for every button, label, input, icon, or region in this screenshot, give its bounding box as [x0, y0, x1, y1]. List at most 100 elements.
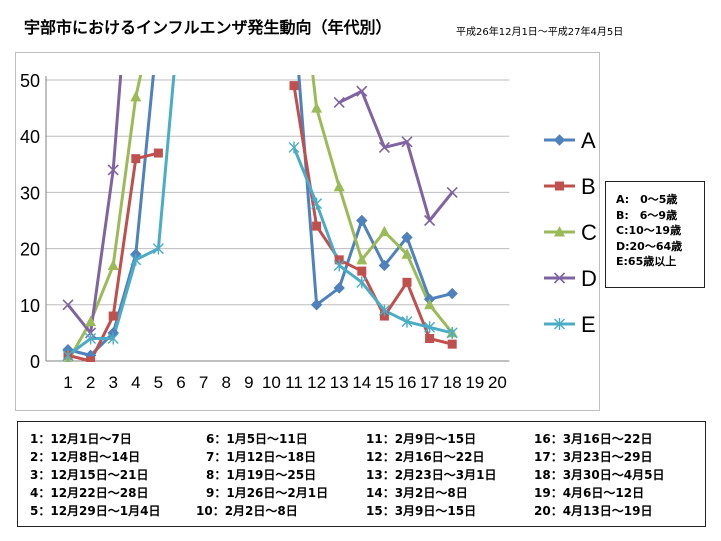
data-point: [333, 180, 345, 192]
x-tick-label: 8: [221, 373, 230, 392]
data-point-stroke: [424, 214, 436, 227]
series-line-D: [66, 75, 123, 335]
series-line-E: [67, 75, 176, 357]
week-item: 1：12月1日～7日: [30, 432, 132, 446]
series-line-C: [311, 75, 454, 334]
x-tick-label: 7: [199, 373, 208, 392]
data-point: [356, 214, 368, 227]
legend-label-B: B: [581, 174, 596, 199]
data-point: [401, 136, 413, 148]
series-line-B: [292, 85, 453, 346]
data-point: [333, 282, 345, 294]
x-tick-label: 5: [154, 373, 163, 392]
chart-area: 0 10 20 30 40 50 1 2 3 4 5 6 7 8 9 10 11 12 13 14 15 16 17 18 19…: [15, 52, 600, 411]
x-tick-label: 2: [86, 373, 95, 392]
week-item: 2：12月8日～14日: [30, 450, 141, 464]
x-tick-label: 1: [63, 373, 72, 392]
data-point-stroke: [62, 299, 74, 311]
data-point: [107, 164, 119, 176]
data-point: [130, 90, 142, 102]
data-point-stroke: [333, 96, 345, 109]
x-tick-label: 12: [307, 373, 326, 392]
data-point: [402, 277, 412, 287]
x-tick-label: 13: [330, 373, 349, 392]
data-point: [108, 311, 118, 321]
data-point: [424, 321, 436, 334]
data-point: [378, 304, 390, 317]
week-item: 5：12月29日～1月4日: [30, 504, 161, 518]
data-point: [424, 214, 436, 227]
y-tick-label: 20: [20, 240, 40, 260]
x-tick-label: 11: [285, 373, 303, 392]
legend-label-C: C: [581, 220, 597, 245]
week-item: 9：1月26日～2月1日: [206, 486, 329, 500]
data-point: [553, 134, 566, 146]
age-legend-item: C:10～19歳: [616, 224, 682, 237]
data-point: [152, 242, 164, 255]
data-point: [310, 299, 323, 311]
data-point: [401, 315, 413, 328]
data-point: [311, 102, 323, 113]
week-item: 8：1月19日～25日: [206, 468, 317, 482]
data-point: [333, 259, 345, 272]
week-legend: 1：12月1日～7日 2：12月8日～14日 3：12月15日～21日 4：12…: [17, 421, 706, 527]
week-item: 6：1月5日～11日: [206, 432, 308, 446]
series-line-D: [338, 89, 454, 222]
age-legend-item: A: 0～5歳: [616, 193, 678, 206]
data-point-stroke: [401, 136, 413, 148]
x-tick-label: 9: [244, 373, 253, 392]
age-legend-item: B: 6～9歳: [616, 208, 678, 222]
data-point: [554, 318, 565, 330]
data-point: [378, 225, 390, 237]
x-tick-label: 4: [131, 373, 140, 392]
data-point-stroke: [446, 186, 458, 198]
y-tick-label: 50: [20, 71, 40, 91]
chart-title: 宇部市におけるインフルエンザ発生動向（年代別）: [24, 18, 392, 37]
x-tick-label: 17: [420, 373, 439, 392]
data-point: [153, 148, 163, 158]
data-point: [131, 154, 141, 164]
week-item: 3：12月15日～21日: [30, 468, 149, 482]
data-point: [107, 259, 119, 270]
y-tick-label: 30: [20, 183, 40, 203]
week-item: 11：2月9日～15日: [366, 432, 477, 446]
data-point: [378, 141, 390, 154]
data-point: [62, 349, 74, 362]
data-point: [130, 253, 142, 266]
x-tick-label: 10: [262, 373, 281, 392]
data-point: [333, 96, 345, 109]
y-tick-label: 0: [30, 352, 40, 372]
data-point: [554, 226, 565, 237]
data-point: [107, 332, 119, 345]
data-point: [356, 276, 368, 289]
data-point: [447, 339, 457, 349]
data-point: [446, 326, 458, 339]
week-item: 15：3月9日～15日: [366, 504, 477, 518]
x-tick-label: 20: [488, 373, 507, 392]
age-group-legend: A: 0～5歳 B: 6～9歳 C:10～19歳 D:20～64歳 E:65歳以…: [605, 181, 705, 288]
data-point: [356, 253, 368, 265]
series-line-E: [292, 146, 453, 335]
x-tick-label: 18: [443, 373, 462, 392]
data-point-stroke: [553, 272, 566, 284]
x-tick-label: 16: [398, 373, 417, 392]
data-point-stroke: [378, 141, 390, 154]
data-point: [289, 81, 299, 91]
data-point: [85, 332, 97, 345]
data-point: [312, 221, 322, 231]
data-point: [424, 298, 436, 310]
data-point-stroke: [107, 164, 119, 176]
data-point: [85, 315, 97, 327]
x-tick-label: 14: [352, 373, 371, 392]
legend-label-A: A: [581, 128, 596, 153]
legend-label-D: D: [581, 266, 597, 291]
week-item: 14：3月2日～8日: [366, 486, 468, 500]
week-item: 19：4月6日～12日: [534, 486, 645, 500]
week-item: 16：3月16日～22日: [534, 432, 653, 446]
x-tick-label: 19: [465, 373, 484, 392]
week-item: 12：2月16日～22日: [366, 450, 485, 464]
legend-label-E: E: [581, 312, 596, 337]
week-item: 18：3月30日～4月5日: [534, 468, 665, 482]
x-tick-label: 3: [108, 373, 117, 392]
